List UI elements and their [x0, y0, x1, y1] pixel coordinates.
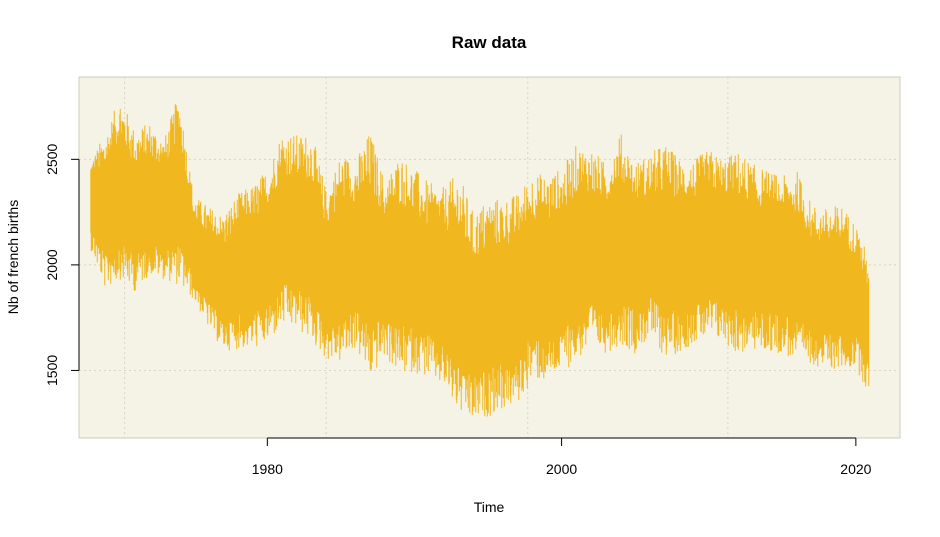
chart-title: Raw data	[452, 33, 527, 52]
x-tick-label: 2020	[840, 461, 871, 477]
y-tick-label: 1500	[44, 355, 60, 386]
y-axis: 1500 2000 2500	[44, 144, 80, 386]
x-tick-label: 2000	[546, 461, 577, 477]
y-axis-title: Nb of french births	[5, 200, 21, 314]
x-axis-title: Time	[474, 499, 505, 515]
x-tick-label: 1980	[252, 461, 283, 477]
x-axis: 1980 2000 2020	[252, 437, 872, 477]
series-births	[90, 104, 870, 417]
y-tick-label: 2000	[44, 249, 60, 280]
y-tick-label: 2500	[44, 144, 60, 175]
series-line	[90, 104, 870, 417]
